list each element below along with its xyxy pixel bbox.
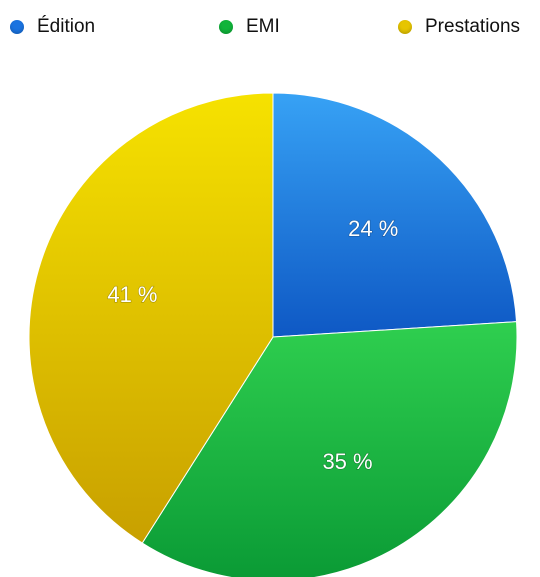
pie-slice-label: 35 % xyxy=(322,449,372,474)
legend-swatch-edition xyxy=(10,20,24,34)
legend-item-emi: EMI xyxy=(219,12,280,42)
pie-slices xyxy=(28,92,518,577)
legend-label-edition: Édition xyxy=(37,16,96,37)
pie-slice-emi xyxy=(141,321,518,577)
legend-swatch-prestations xyxy=(398,20,412,34)
legend-item-edition: Édition xyxy=(10,12,95,42)
legend-item-prestations: Prestations xyxy=(398,12,520,42)
legend-label-prestations: Prestations xyxy=(425,16,521,37)
pie-slice-labels: 24 % 35 % 41 % xyxy=(107,215,399,474)
pie-slice-label: 41 % xyxy=(107,282,157,307)
pie-slice-prestations xyxy=(28,92,274,544)
legend-label-emi: EMI xyxy=(246,16,280,37)
chart-legend: Édition EMI Prestations xyxy=(0,12,540,42)
legend-swatch-emi xyxy=(219,20,233,34)
pie-slice-label: 24 % xyxy=(348,216,398,241)
pie-slice--dition xyxy=(272,92,518,338)
